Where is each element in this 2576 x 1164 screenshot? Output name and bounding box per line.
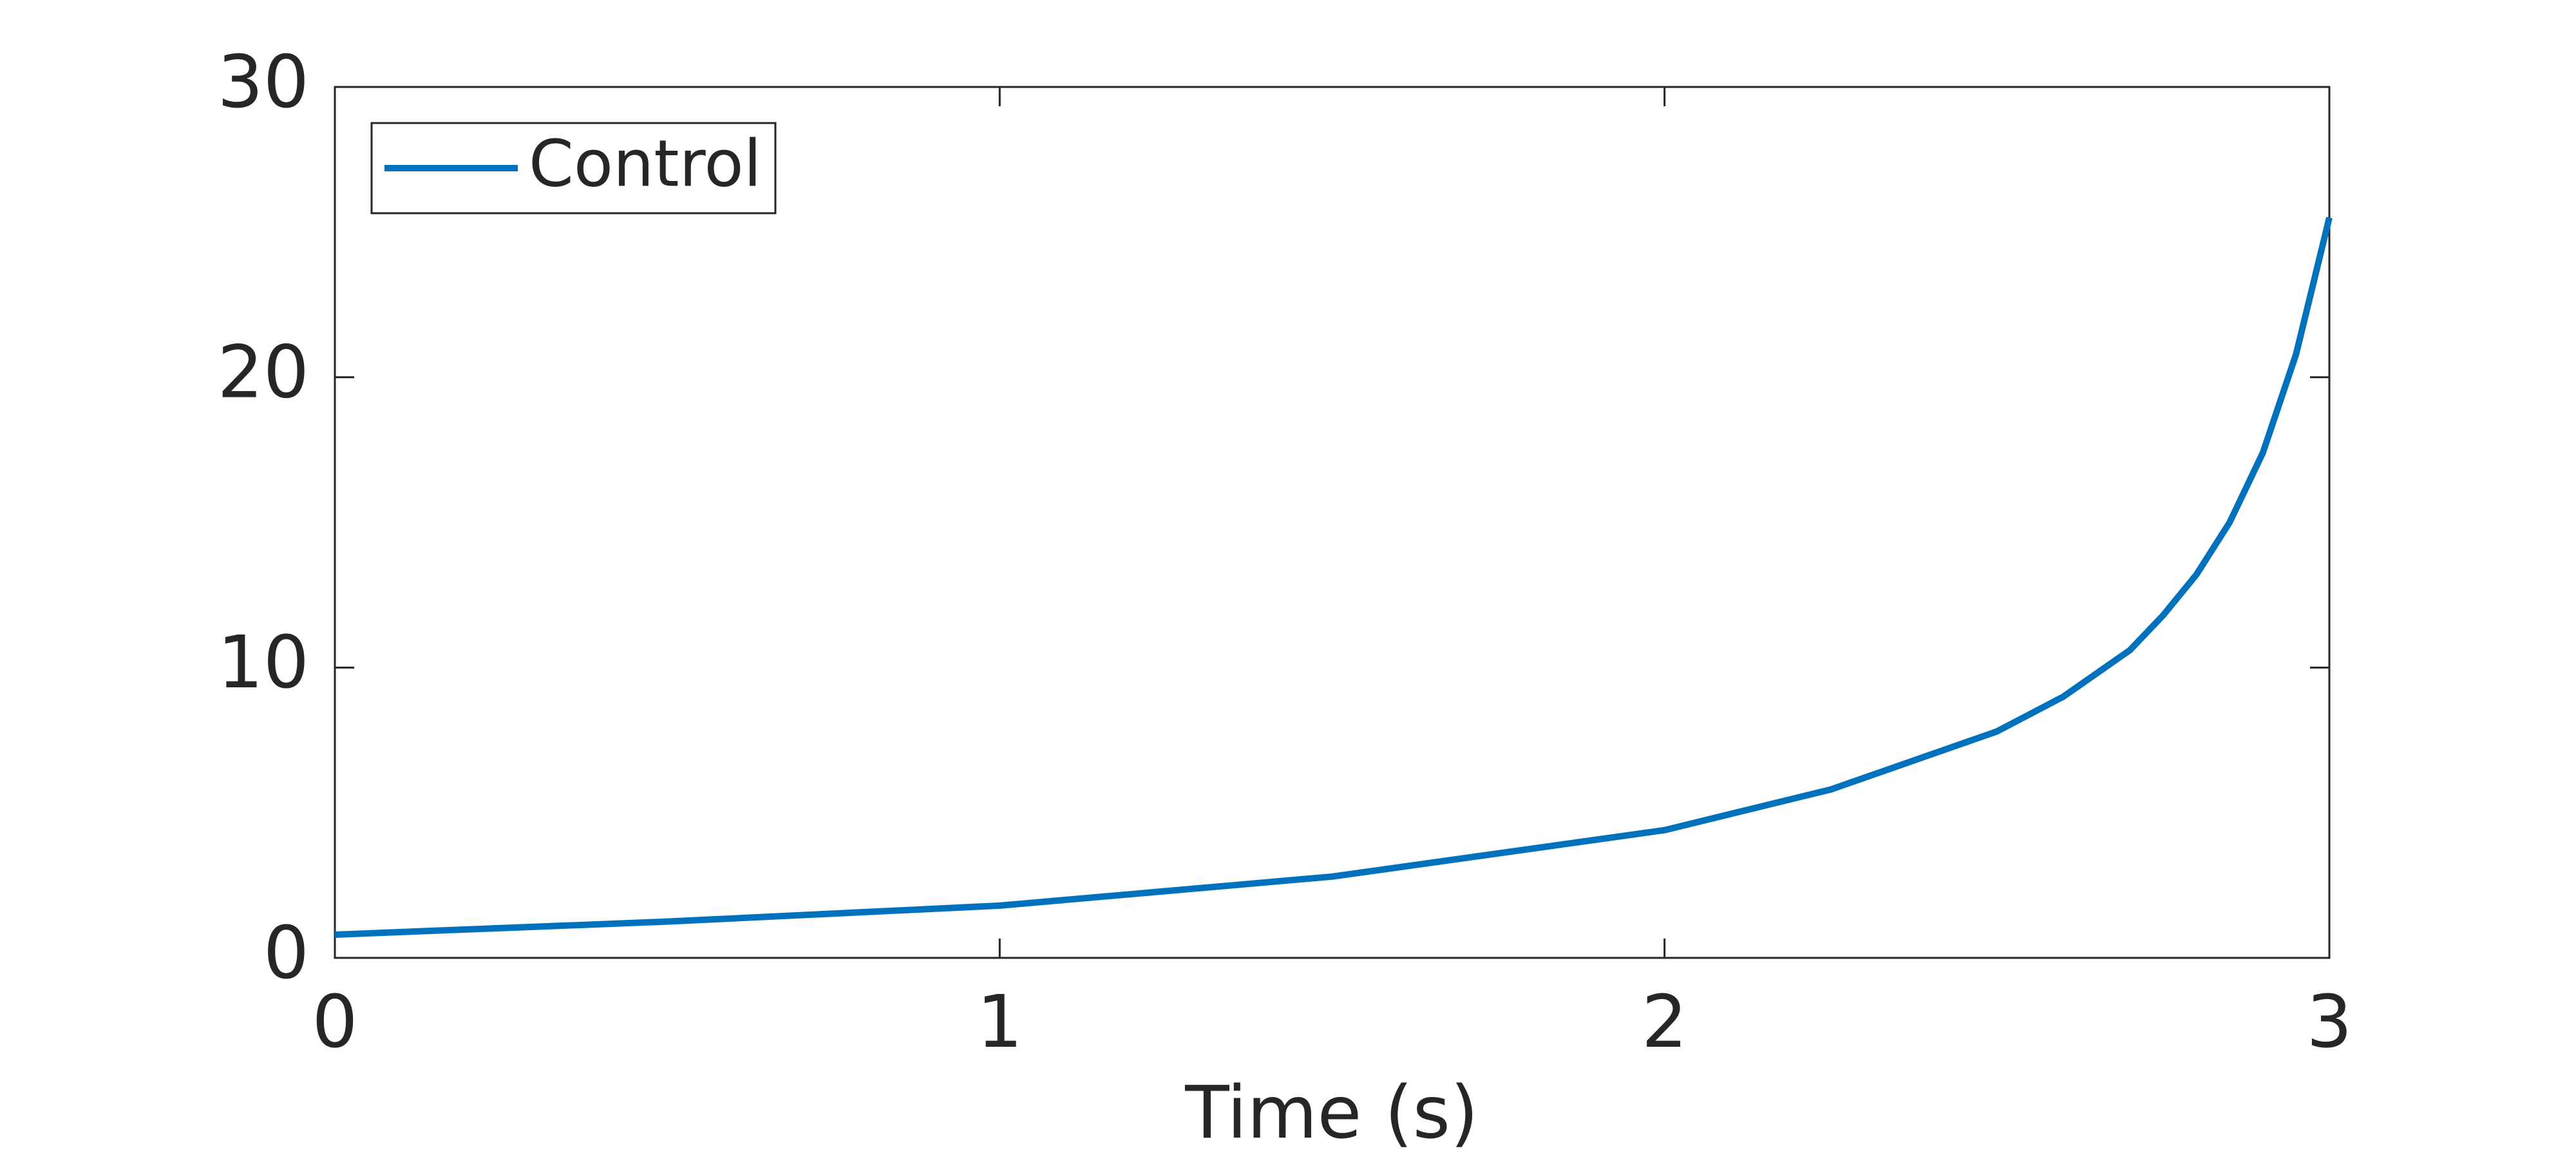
y-tick-label: 20 xyxy=(217,330,309,414)
plot-frame xyxy=(334,86,2331,959)
x-tick-label: 3 xyxy=(2306,980,2352,1064)
legend: Control xyxy=(370,122,777,215)
x-tick-label: 0 xyxy=(312,980,357,1064)
legend-label: Control xyxy=(529,126,761,201)
y-tick-label: 0 xyxy=(263,911,309,995)
data-line xyxy=(334,216,2333,938)
x-tick-label: 1 xyxy=(977,980,1023,1064)
y-tick-label: 10 xyxy=(217,621,309,705)
y-tick-label: 30 xyxy=(217,41,309,124)
x-tick-label: 2 xyxy=(1642,980,1687,1064)
x-axis-label: Time (s) xyxy=(1184,1071,1478,1155)
